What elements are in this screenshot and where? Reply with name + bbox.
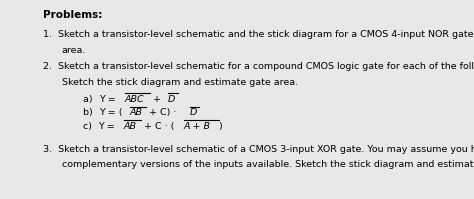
Text: Y =: Y = — [99, 95, 119, 103]
Text: Y =: Y = — [99, 122, 118, 131]
Text: +: + — [150, 95, 164, 103]
Text: A + B: A + B — [184, 122, 211, 131]
Text: Sketch the stick diagram and estimate gate area.: Sketch the stick diagram and estimate ga… — [62, 78, 298, 87]
Text: AB: AB — [124, 122, 137, 131]
Text: D: D — [190, 108, 197, 117]
Text: 2.  Sketch a transistor-level schematic for a compound CMOS logic gate for each : 2. Sketch a transistor-level schematic f… — [43, 62, 474, 71]
Text: b): b) — [83, 108, 96, 117]
Text: ): ) — [219, 122, 222, 131]
Text: a): a) — [83, 95, 96, 103]
Text: AB: AB — [130, 108, 143, 117]
Text: D: D — [168, 95, 175, 103]
Text: complementary versions of the inputs available. Sketch the stick diagram and est: complementary versions of the inputs ava… — [62, 160, 474, 169]
Text: 3.  Sketch a transistor-level schematic of a CMOS 3-input XOR gate. You may assu: 3. Sketch a transistor-level schematic o… — [43, 145, 474, 154]
Text: + C · (: + C · ( — [141, 122, 174, 131]
Text: 1.  Sketch a transistor-level schematic and the stick diagram for a CMOS 4-input: 1. Sketch a transistor-level schematic a… — [43, 30, 474, 39]
Text: ABC: ABC — [125, 95, 145, 103]
Text: Y = (: Y = ( — [100, 108, 123, 117]
Text: Problems:: Problems: — [43, 10, 102, 20]
Text: area.: area. — [62, 46, 86, 55]
Text: + C) ·: + C) · — [146, 108, 180, 117]
Text: c): c) — [83, 122, 95, 131]
